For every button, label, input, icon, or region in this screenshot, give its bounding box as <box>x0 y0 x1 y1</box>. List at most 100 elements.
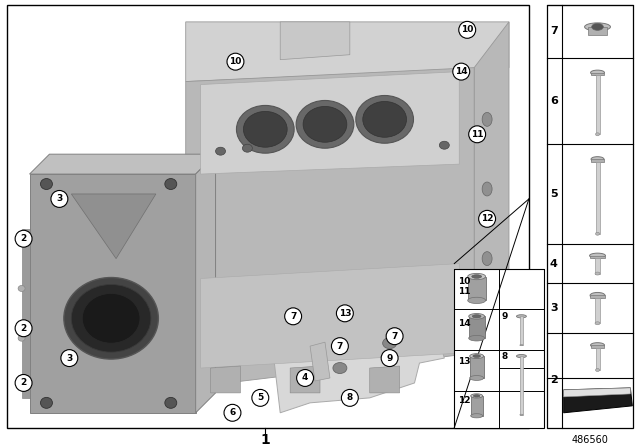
Circle shape <box>51 190 68 207</box>
Text: 6: 6 <box>229 408 236 417</box>
Polygon shape <box>290 366 320 393</box>
Text: 9: 9 <box>501 312 508 321</box>
Ellipse shape <box>18 285 25 292</box>
Circle shape <box>337 305 353 322</box>
Text: 3: 3 <box>56 194 63 203</box>
Text: 4: 4 <box>550 258 557 269</box>
Ellipse shape <box>470 394 483 398</box>
Ellipse shape <box>589 253 605 258</box>
Ellipse shape <box>592 23 604 30</box>
Bar <box>454 268 544 428</box>
Bar <box>596 162 600 234</box>
Polygon shape <box>71 194 156 258</box>
Ellipse shape <box>18 241 25 247</box>
Text: 1: 1 <box>260 433 270 447</box>
Circle shape <box>252 389 269 406</box>
Ellipse shape <box>165 179 177 190</box>
Ellipse shape <box>516 354 526 358</box>
Text: 12: 12 <box>458 396 471 405</box>
Polygon shape <box>29 154 216 174</box>
Polygon shape <box>29 174 196 413</box>
Ellipse shape <box>482 182 492 196</box>
Ellipse shape <box>236 105 294 153</box>
Polygon shape <box>310 342 330 381</box>
Ellipse shape <box>18 375 25 381</box>
Ellipse shape <box>383 338 397 349</box>
Ellipse shape <box>520 345 523 346</box>
Polygon shape <box>211 366 241 393</box>
Circle shape <box>285 308 301 325</box>
Polygon shape <box>22 229 29 398</box>
Ellipse shape <box>165 397 177 408</box>
Text: 4: 4 <box>302 374 308 383</box>
Polygon shape <box>186 22 509 82</box>
Ellipse shape <box>470 375 484 380</box>
Text: 14: 14 <box>458 319 471 328</box>
Polygon shape <box>200 72 460 174</box>
Ellipse shape <box>596 133 600 136</box>
Ellipse shape <box>71 284 151 352</box>
Polygon shape <box>564 388 630 397</box>
Ellipse shape <box>468 297 486 304</box>
Ellipse shape <box>516 314 526 318</box>
Polygon shape <box>186 68 474 388</box>
Polygon shape <box>270 308 444 413</box>
Text: 3: 3 <box>550 303 557 313</box>
Polygon shape <box>474 22 509 353</box>
Circle shape <box>381 349 398 366</box>
Bar <box>596 348 600 370</box>
Ellipse shape <box>468 314 484 319</box>
Text: 10: 10 <box>461 26 474 34</box>
Polygon shape <box>564 388 632 413</box>
Circle shape <box>341 389 358 406</box>
Bar <box>591 345 605 348</box>
Ellipse shape <box>296 100 354 148</box>
Circle shape <box>332 338 348 355</box>
Text: 13: 13 <box>339 309 351 318</box>
Bar <box>588 27 607 35</box>
Ellipse shape <box>472 275 481 278</box>
Circle shape <box>15 375 32 392</box>
Polygon shape <box>200 263 460 368</box>
Ellipse shape <box>64 277 158 359</box>
Ellipse shape <box>482 112 492 126</box>
Bar <box>595 298 600 323</box>
Text: 5: 5 <box>550 189 557 199</box>
Bar <box>470 356 484 378</box>
Ellipse shape <box>18 335 25 341</box>
Ellipse shape <box>482 252 492 266</box>
Bar <box>589 256 605 258</box>
Ellipse shape <box>591 157 604 162</box>
Ellipse shape <box>590 293 605 298</box>
Text: 7: 7 <box>337 342 343 351</box>
Ellipse shape <box>333 362 347 374</box>
Bar <box>595 258 600 274</box>
Circle shape <box>15 320 32 337</box>
Bar <box>468 316 484 338</box>
Text: 5: 5 <box>257 393 264 402</box>
Ellipse shape <box>468 336 484 341</box>
Polygon shape <box>330 297 435 358</box>
Ellipse shape <box>595 322 600 325</box>
Bar <box>6 5 529 428</box>
Text: 6: 6 <box>550 96 557 106</box>
Ellipse shape <box>40 397 52 408</box>
Text: 2: 2 <box>20 234 27 243</box>
Ellipse shape <box>596 232 600 235</box>
Ellipse shape <box>591 343 605 348</box>
Text: 486560: 486560 <box>571 435 608 445</box>
Ellipse shape <box>216 147 225 155</box>
Bar <box>470 396 483 416</box>
Circle shape <box>386 328 403 345</box>
Polygon shape <box>196 154 216 413</box>
Ellipse shape <box>595 272 600 275</box>
Text: 2: 2 <box>20 379 27 388</box>
Circle shape <box>15 230 32 247</box>
Text: 10: 10 <box>229 57 242 66</box>
Text: 7: 7 <box>290 312 296 321</box>
Bar <box>468 276 486 301</box>
Ellipse shape <box>470 414 483 418</box>
Ellipse shape <box>356 95 413 143</box>
Circle shape <box>459 22 476 38</box>
Text: 2: 2 <box>20 324 27 333</box>
